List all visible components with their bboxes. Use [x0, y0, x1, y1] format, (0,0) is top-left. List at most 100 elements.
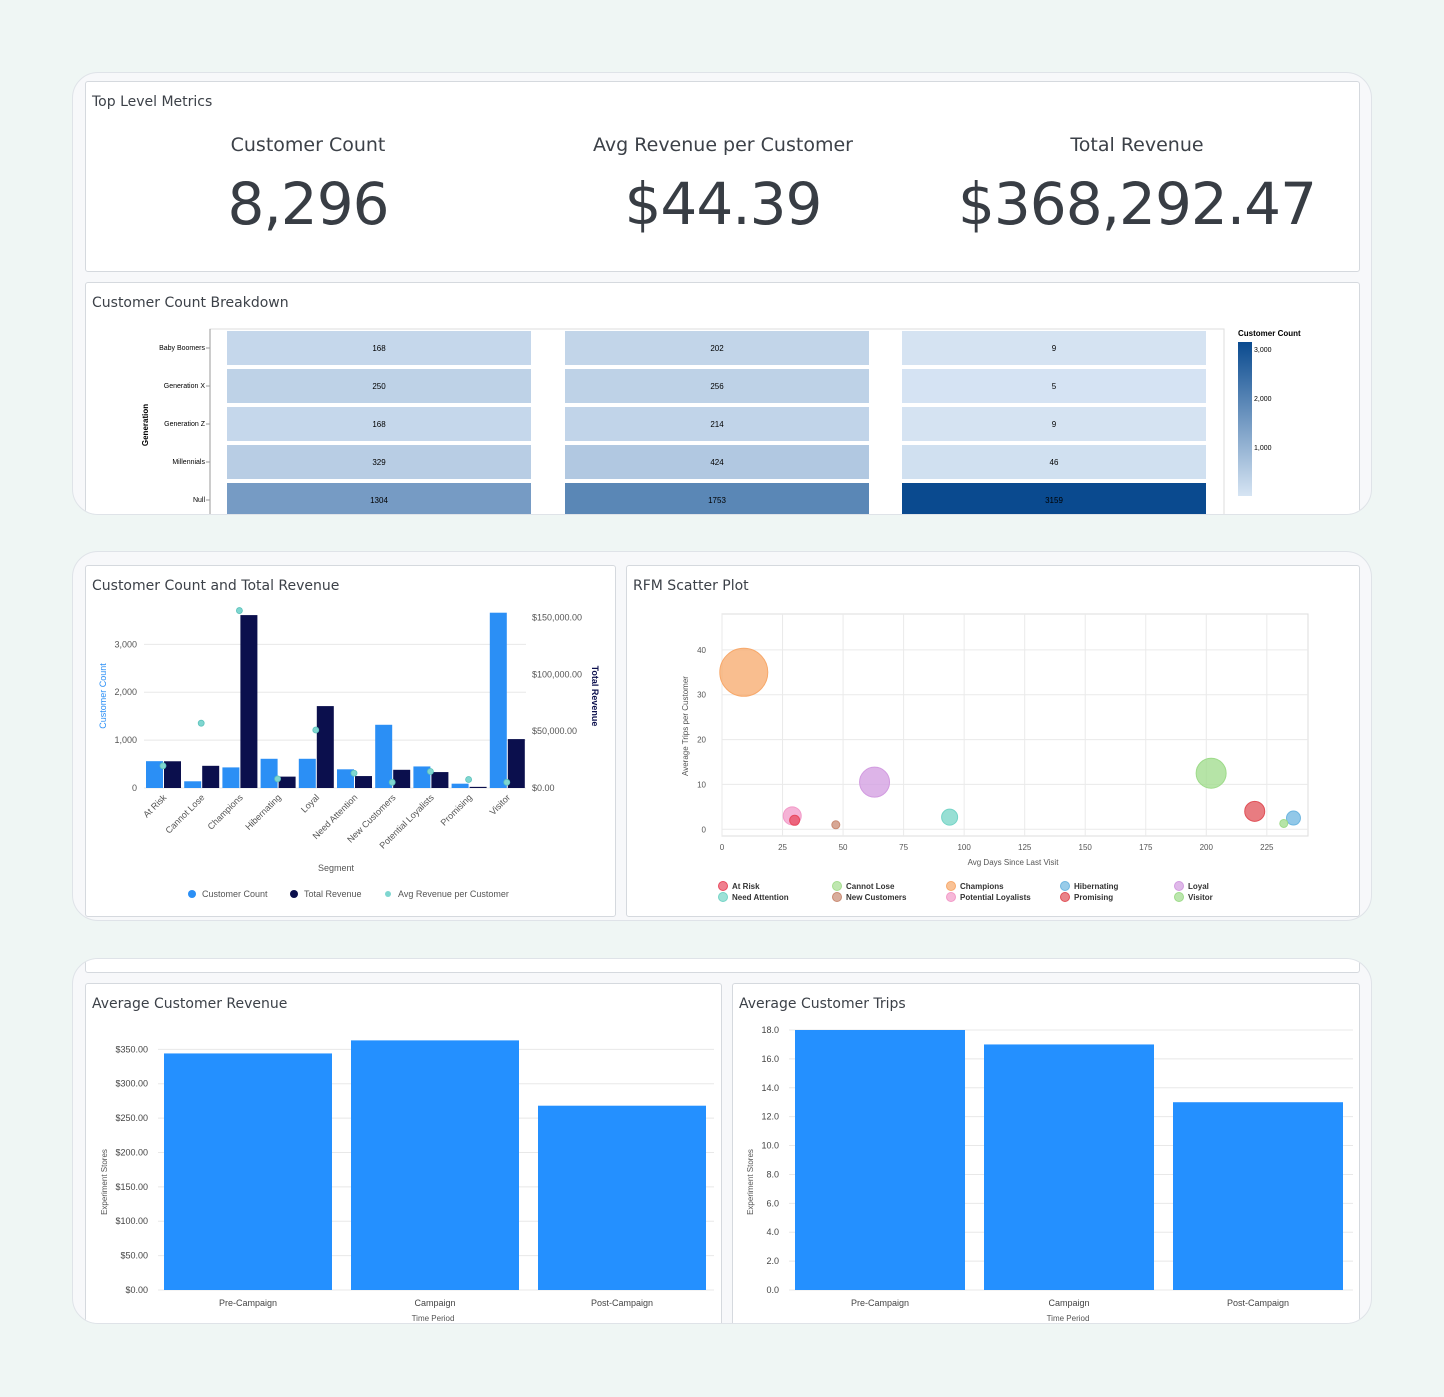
scatter-x-tick: 50	[839, 843, 848, 852]
scatter-legend-label: New Customers	[846, 893, 907, 902]
trips-y-tick: 8.0	[766, 1169, 779, 1179]
scatter-legend-marker	[1060, 881, 1070, 891]
metric-value: $44.39	[624, 170, 823, 238]
combo-point-avg-revenue	[503, 778, 511, 786]
trips-x-axis-label: Time Period	[1047, 1314, 1090, 1323]
trips-y-tick: 14.0	[761, 1083, 779, 1093]
scatter-y-tick: 30	[697, 691, 706, 700]
scatter-x-tick: 100	[957, 843, 971, 852]
scatter-legend-label: At Risk	[732, 882, 760, 891]
scatter-chart: Average Trips per Customer Avg Days Sinc…	[681, 613, 1309, 902]
combo-x-tick: Champions	[206, 792, 246, 832]
heatmap-cell	[227, 369, 531, 403]
dashboard-frame-bottom: Average Customer Revenue Experiment Stor…	[72, 958, 1372, 1324]
scatter-point	[1244, 800, 1266, 822]
heatmap-legend-tick: 2,000	[1254, 396, 1272, 403]
combo-y-axis-label: Customer Count	[98, 663, 108, 729]
combo-legend-label: Customer Count	[202, 889, 268, 899]
heatmap-legend-tick: 3,000	[1254, 347, 1272, 354]
scatter-y-tick: 20	[697, 736, 706, 745]
heatmap-cell-label: 256	[710, 382, 724, 391]
combo-point-avg-revenue	[350, 769, 358, 777]
heatmap-cell	[565, 407, 869, 441]
combo-bar-customer-count	[375, 724, 393, 788]
scatter-legend-marker	[1060, 892, 1070, 902]
combo-legend-marker	[188, 890, 196, 898]
rev-y-tick: $0.00	[125, 1285, 148, 1295]
heatmap-row-label: Generation X	[164, 383, 206, 390]
scatter-legend-label: Visitor	[1188, 893, 1213, 902]
combo-y-tick: 0	[132, 783, 137, 793]
rev-bar	[538, 1105, 706, 1290]
avg-trips-chart: Experiment Stores Time Period 0.0 2.0 4.0 6…	[746, 1025, 1353, 1323]
rev-x-tick: Campaign	[414, 1298, 455, 1308]
trips-y-tick: 18.0	[761, 1025, 779, 1035]
heatmap-legend-bar	[1238, 342, 1252, 496]
rev-y-tick: $250.00	[115, 1113, 148, 1123]
scatter-x-axis-label: Avg Days Since Last Visit	[968, 858, 1060, 867]
combo-x-tick: Hibernating	[243, 792, 283, 832]
combo-point-avg-revenue	[159, 762, 167, 770]
scatter-legend-marker	[946, 881, 956, 891]
heatmap-chart: Generation Customer Count Baby Boomers 16…	[141, 328, 1301, 514]
card-sliver	[85, 959, 1360, 973]
heatmap-legend-tick: 1,000	[1254, 445, 1272, 452]
heatmap-cell-label: 5	[1052, 382, 1057, 391]
trips-y-tick: 0.0	[766, 1285, 779, 1295]
card-title: Customer Count Breakdown	[92, 295, 289, 311]
rev-y-tick: $50.00	[120, 1251, 148, 1261]
trips-bar	[984, 1044, 1154, 1290]
heatmap-cell-label: 168	[372, 344, 386, 353]
scatter-legend-label: Potential Loyalists	[960, 893, 1031, 902]
rfm-scatter-card: RFM Scatter Plot Average Trips per Custo…	[626, 565, 1360, 917]
combo-point-avg-revenue	[197, 719, 205, 727]
scatter-legend-label: Hibernating	[1074, 882, 1119, 891]
combo-point-avg-revenue	[235, 607, 243, 614]
heatmap-legend-title: Customer Count	[1238, 329, 1301, 338]
combo-y-tick: 1,000	[114, 735, 137, 745]
trips-y-axis-label: Experiment Stores	[746, 1149, 755, 1215]
heatmap-cell	[565, 445, 869, 479]
combo-x-tick: At Risk	[141, 792, 169, 820]
heatmap-row-label: Millennials	[172, 459, 205, 466]
rev-y-axis-label: Experiment Stores	[100, 1149, 109, 1215]
combo-bar-customer-count	[337, 769, 354, 788]
scatter-point	[831, 820, 841, 830]
combo-point-avg-revenue	[388, 778, 396, 786]
trips-bar	[795, 1030, 965, 1290]
metric-label: Total Revenue	[1070, 134, 1204, 156]
combo-x-tick: Visitor	[488, 792, 513, 817]
scatter-y-tick: 40	[697, 646, 706, 655]
heatmap-cell-label: 1304	[370, 496, 388, 505]
combo-bar-customer-count	[146, 761, 163, 788]
combo-legend-marker	[385, 891, 391, 897]
heatmap-row-label: Null	[193, 497, 206, 504]
rev-y-tick: $100.00	[115, 1216, 148, 1226]
heatmap-y-axis-label: Generation	[141, 404, 150, 446]
combo-legend-label: Total Revenue	[304, 889, 362, 899]
scatter-legend-marker	[1174, 892, 1184, 902]
combo-x-axis-label: Segment	[318, 863, 355, 873]
scatter-point	[719, 647, 769, 697]
scatter-y-tick: 10	[697, 780, 706, 789]
combo-bar-customer-count	[222, 767, 240, 788]
combo-y2-axis-label: Total Revenue	[590, 666, 600, 727]
heatmap-cell-label: 9	[1052, 420, 1057, 429]
heatmap-cell-label: 3159	[1045, 496, 1063, 505]
heatmap-row-label: Baby Boomers	[159, 345, 205, 352]
trips-y-tick: 6.0	[766, 1198, 779, 1208]
combo-chart-card: Customer Count and Total Revenue Custome…	[85, 565, 616, 917]
trips-x-tick: Pre-Campaign	[851, 1298, 909, 1308]
card-title: RFM Scatter Plot	[633, 578, 749, 594]
combo-x-tick: Promising	[439, 792, 474, 827]
scatter-legend-label: Promising	[1074, 893, 1113, 902]
combo-bar-total-revenue	[240, 615, 258, 788]
dashboard-frame-middle: Customer Count and Total Revenue Custome…	[72, 551, 1372, 921]
avg-customer-revenue-card: Average Customer Revenue Experiment Stor…	[85, 983, 722, 1323]
combo-bar-total-revenue	[164, 761, 181, 788]
heatmap-cell	[902, 407, 1206, 441]
combo-y2-tick: $150,000.00	[532, 612, 582, 622]
scatter-point	[941, 808, 959, 826]
trips-bar	[1173, 1102, 1343, 1290]
combo-y-tick: 3,000	[114, 639, 137, 649]
